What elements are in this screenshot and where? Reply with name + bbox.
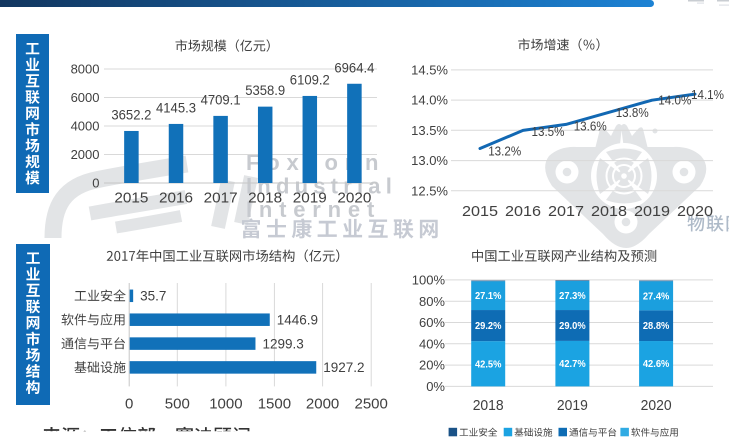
svg-text:2020: 2020 — [641, 397, 672, 414]
svg-text:13.2%: 13.2% — [488, 145, 521, 159]
svg-text:8000: 8000 — [71, 62, 100, 77]
svg-text:0%: 0% — [426, 379, 445, 394]
svg-text:14.1%: 14.1% — [691, 88, 724, 102]
svg-text:27.4%: 27.4% — [643, 291, 670, 302]
svg-text:40%: 40% — [419, 336, 445, 351]
svg-text:0: 0 — [92, 176, 99, 191]
svg-text:0: 0 — [125, 395, 133, 412]
svg-text:6000: 6000 — [71, 90, 100, 105]
svg-text:13.0%: 13.0% — [411, 153, 448, 168]
svg-text:2019: 2019 — [557, 397, 588, 414]
svg-text:1446.9: 1446.9 — [277, 312, 318, 327]
svg-text:2019: 2019 — [634, 203, 670, 220]
svg-text:2016: 2016 — [505, 203, 541, 220]
svg-text:27.1%: 27.1% — [475, 291, 502, 302]
svg-text:35.7: 35.7 — [140, 289, 166, 304]
svg-text:500: 500 — [165, 395, 190, 412]
svg-text:2018: 2018 — [248, 189, 282, 206]
svg-text:29.0%: 29.0% — [559, 321, 586, 332]
svg-text:20%: 20% — [419, 358, 445, 373]
svg-text:13.5%: 13.5% — [411, 123, 448, 138]
svg-text:4145.3: 4145.3 — [156, 99, 196, 115]
svg-text:4000: 4000 — [71, 119, 100, 134]
svg-text:14.0%: 14.0% — [411, 93, 448, 108]
svg-text:42.6%: 42.6% — [643, 359, 670, 370]
svg-text:2000: 2000 — [71, 147, 100, 162]
svg-text:3652.2: 3652.2 — [111, 106, 151, 122]
svg-text:28.8%: 28.8% — [643, 321, 670, 332]
svg-text:60%: 60% — [419, 315, 445, 330]
svg-text:100%: 100% — [412, 273, 446, 288]
svg-text:27.3%: 27.3% — [559, 291, 586, 302]
svg-text:1000: 1000 — [209, 395, 242, 412]
svg-text:5358.9: 5358.9 — [245, 82, 285, 98]
svg-text:80%: 80% — [419, 294, 445, 309]
svg-text:42.7%: 42.7% — [559, 359, 586, 370]
svg-text:2020: 2020 — [677, 203, 713, 220]
svg-text:1299.3: 1299.3 — [262, 336, 303, 351]
svg-text:14.0%: 14.0% — [658, 94, 691, 108]
svg-text:6109.2: 6109.2 — [290, 71, 330, 87]
svg-text:2017: 2017 — [548, 203, 584, 220]
svg-text:2019: 2019 — [293, 189, 327, 206]
svg-text:2020: 2020 — [337, 189, 371, 206]
svg-text:1927.2: 1927.2 — [323, 360, 364, 375]
svg-text:13.8%: 13.8% — [616, 106, 649, 120]
svg-text:2018: 2018 — [473, 397, 504, 414]
svg-text:Internet: Internet — [246, 197, 381, 222]
svg-text:2015: 2015 — [462, 203, 498, 220]
svg-text:6964.4: 6964.4 — [334, 59, 374, 75]
svg-text:2000: 2000 — [306, 395, 339, 412]
svg-text:2015: 2015 — [114, 189, 148, 206]
svg-text:1500: 1500 — [258, 395, 291, 412]
svg-text:14.5%: 14.5% — [411, 63, 448, 78]
svg-text:13.5%: 13.5% — [532, 125, 565, 139]
svg-text:2500: 2500 — [355, 395, 388, 412]
svg-text:4709.1: 4709.1 — [201, 91, 241, 107]
svg-text:29.2%: 29.2% — [475, 321, 502, 332]
svg-text:12.5%: 12.5% — [411, 183, 448, 198]
svg-text:2016: 2016 — [159, 189, 193, 206]
svg-text:2018: 2018 — [591, 203, 627, 220]
svg-text:42.5%: 42.5% — [475, 359, 502, 370]
svg-text:13.6%: 13.6% — [574, 119, 607, 133]
svg-text:2017: 2017 — [204, 189, 238, 206]
